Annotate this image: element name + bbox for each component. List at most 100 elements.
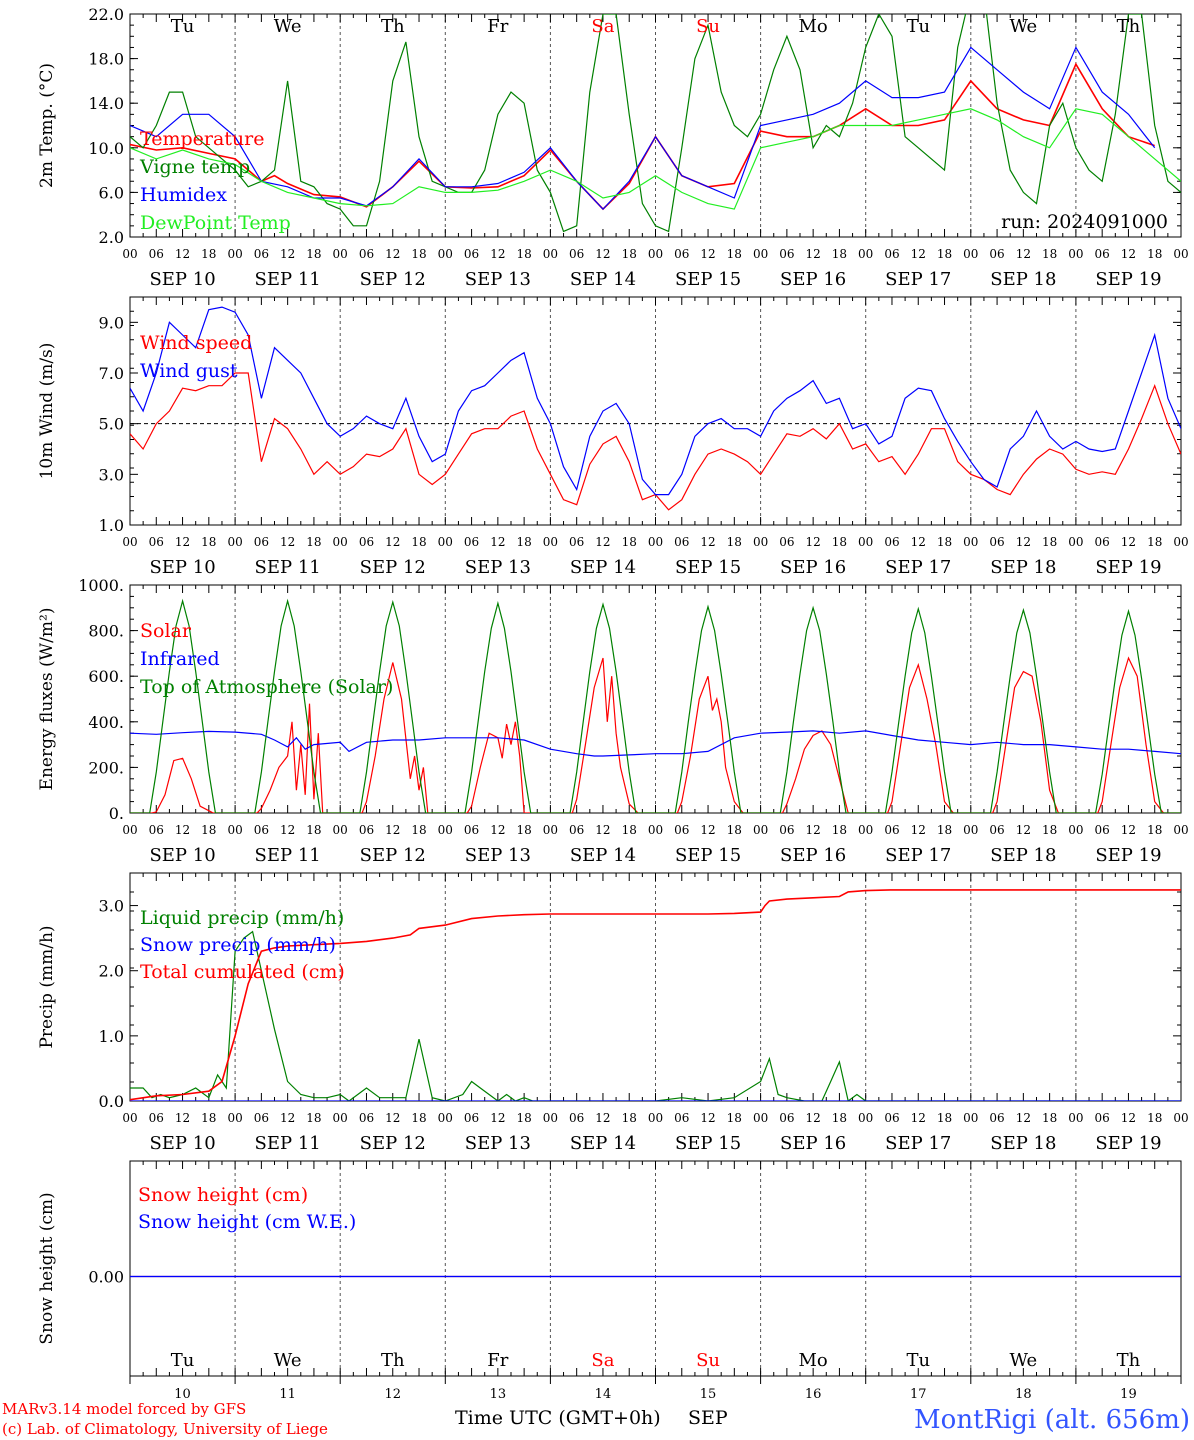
x-hour-label: 18: [306, 823, 321, 837]
x-hour-label: 18: [1147, 247, 1162, 261]
day-name-label: Tu: [171, 16, 195, 37]
x-date-label: SEP 19: [1095, 1133, 1161, 1154]
legend-entry: Snow height (cm): [138, 1184, 308, 1206]
series-line-vigne-temp: [130, 14, 1181, 233]
x-hour-label: 06: [779, 823, 794, 837]
x-hour-label: 00: [122, 823, 137, 837]
x-date-label: SEP 16: [780, 845, 846, 866]
x-hour-label: 00: [122, 247, 137, 261]
y-tick-label: 2.0: [99, 228, 124, 247]
x-hour-label: 06: [149, 535, 164, 549]
series-line-temperature: [130, 62, 1155, 211]
x-hour-label: 00: [963, 823, 978, 837]
x-hour-label: 18: [622, 535, 637, 549]
x-hour-label: 00: [227, 247, 242, 261]
x-hour-label: 00: [438, 823, 453, 837]
day-name-label: Th: [1117, 16, 1141, 37]
x-hour-label: 12: [490, 247, 505, 261]
day-number-label: 13: [490, 1387, 507, 1402]
x-hour-label: 18: [1147, 1111, 1162, 1125]
series-line-solar: [130, 656, 1181, 813]
x-hour-label: 00: [438, 247, 453, 261]
x-hour-label: 00: [1068, 535, 1083, 549]
y-tick-label: 0.00: [88, 1268, 124, 1287]
x-hour-label: 18: [201, 1111, 216, 1125]
x-hour-label: 06: [884, 1111, 899, 1125]
x-hour-label: 12: [700, 247, 715, 261]
day-name-label: Fr: [487, 16, 508, 37]
x-date-label: SEP 11: [255, 1133, 321, 1154]
x-hour-label: 18: [201, 535, 216, 549]
station-label: MontRigi (alt. 656m): [914, 1405, 1190, 1435]
day-name-label: Th: [381, 1350, 405, 1371]
x-hour-label: 00: [1173, 247, 1188, 261]
x-hour-label: 12: [175, 535, 190, 549]
x-date-label: SEP 18: [990, 269, 1056, 290]
x-hour-label: 00: [1173, 535, 1188, 549]
x-date-label: SEP 17: [885, 1133, 951, 1154]
x-hour-label: 12: [490, 823, 505, 837]
legend-entry: Temperature: [140, 128, 264, 150]
y-tick-label: 800.: [88, 622, 124, 641]
x-hour-label: 06: [1095, 823, 1110, 837]
day-name-label: Sa: [591, 16, 614, 37]
y-tick-label: 200.: [88, 758, 124, 777]
series-line-humidex: [130, 46, 1156, 210]
day-number-label: 14: [595, 1387, 612, 1402]
x-hour-label: 12: [700, 535, 715, 549]
y-tick-label: 400.: [88, 713, 124, 732]
x-hour-label: 06: [359, 247, 374, 261]
y-tick-label: 1.0: [99, 1027, 124, 1046]
x-hour-label: 12: [490, 535, 505, 549]
x-date-label: SEP 18: [990, 1133, 1056, 1154]
x-date-label: SEP 11: [255, 845, 321, 866]
y-tick-label: 22.0: [88, 5, 124, 24]
day-number-label: 11: [279, 1387, 296, 1402]
day-name-label: We: [274, 16, 302, 37]
x-hour-label: 06: [674, 823, 689, 837]
x-date-label: SEP 19: [1095, 269, 1161, 290]
x-hour-label: 12: [911, 247, 926, 261]
x-hour-label: 00: [963, 1111, 978, 1125]
x-hour-label: 18: [516, 823, 531, 837]
x-hour-label: 18: [306, 247, 321, 261]
x-hour-label: 12: [1121, 1111, 1136, 1125]
x-date-label: SEP 13: [465, 269, 531, 290]
x-hour-label: 06: [989, 535, 1004, 549]
x-date-label: SEP 18: [990, 845, 1056, 866]
x-hour-label: 00: [858, 1111, 873, 1125]
x-hour-label: 12: [806, 535, 821, 549]
day-name-label: Tu: [171, 1350, 195, 1371]
x-hour-label: 06: [359, 823, 374, 837]
x-date-label: SEP 15: [675, 269, 741, 290]
x-hour-label: 18: [1042, 247, 1057, 261]
plot-frame: [129, 13, 1182, 238]
x-hour-label: 00: [1068, 247, 1083, 261]
x-hour-label: 12: [595, 1111, 610, 1125]
x-date-label: SEP 10: [149, 557, 215, 578]
credit-line-2: (c) Lab. of Climatology, University of L…: [2, 1420, 328, 1438]
legend-entry: Total cumulated (cm): [140, 961, 345, 983]
y-tick-label: 5.0: [99, 415, 124, 434]
x-hour-label: 00: [438, 1111, 453, 1125]
legend-entry: Wind speed: [140, 332, 252, 354]
y-tick-label: 3.0: [99, 465, 124, 484]
x-hour-label: 12: [385, 823, 400, 837]
series-line-liquid-precip-mm-h: [130, 930, 1181, 1101]
x-hour-label: 00: [122, 1111, 137, 1125]
y-tick-label: 1.0: [99, 516, 124, 535]
legend-entry: Snow precip (mm/h): [140, 934, 336, 956]
x-hour-label: 18: [832, 535, 847, 549]
panel-4: 0.0 1.0 2.0 3.0 Precip (mm/h) Liquid precip (…: [37, 872, 1189, 1154]
x-date-label: SEP 16: [780, 1133, 846, 1154]
x-hour-label: 06: [989, 823, 1004, 837]
legend-entry: Humidex: [140, 184, 227, 206]
x-hour-label: 12: [700, 823, 715, 837]
x-date-label: SEP 17: [885, 845, 951, 866]
x-hour-label: 06: [149, 247, 164, 261]
day-name-label: Sa: [591, 1350, 614, 1371]
legend-entry: Wind gust: [140, 360, 238, 382]
x-hour-label: 06: [779, 247, 794, 261]
series-line-top-of-atmosphere-solar: [130, 598, 1181, 813]
